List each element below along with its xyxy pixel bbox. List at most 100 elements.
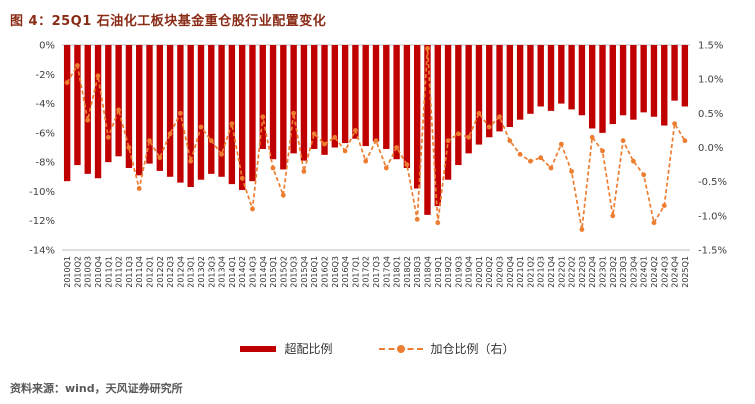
line-marker: [620, 138, 626, 144]
chart-area: 0% -2% -4% -6% -8% -10% -12% -14% 1.5% 1.0% 0.5% 0.…: [0, 35, 755, 315]
x-axis-label: 2018Q3: [413, 256, 422, 288]
line-marker: [538, 155, 544, 161]
line-marker: [167, 131, 173, 137]
line-marker: [497, 114, 502, 120]
bar: [125, 45, 133, 168]
x-axis-label: 2013Q3: [207, 256, 216, 288]
bar: [661, 45, 668, 126]
bar: [424, 45, 431, 215]
bar: [94, 45, 102, 179]
bar: [568, 45, 575, 110]
bar: [589, 45, 596, 129]
x-axis-label: 2014Q2: [238, 256, 247, 288]
x-axis-label: 2023Q2: [609, 256, 618, 288]
line-marker: [486, 124, 492, 130]
line-marker: [116, 107, 121, 113]
line-marker: [208, 138, 214, 144]
line-marker: [353, 128, 358, 133]
x-axis-label: 2011Q3: [125, 256, 134, 288]
x-axis-label: 2016Q2: [321, 256, 330, 288]
x-axis-label: 2021Q4: [547, 256, 556, 288]
x-axis-label: 2021Q3: [537, 256, 546, 288]
left-axis-tick: 0%: [39, 41, 55, 52]
x-axis-label: 2024Q3: [660, 256, 669, 288]
x-axis-label: 2021Q2: [526, 256, 535, 288]
line-marker: [95, 73, 101, 79]
bar: [599, 45, 606, 133]
x-axis-label: 2014Q1: [228, 256, 237, 288]
x-axis-label: 2012Q4: [176, 256, 185, 288]
line-marker: [548, 165, 554, 171]
line-marker: [260, 114, 266, 120]
right-axis-tick: 1.5%: [698, 41, 723, 52]
x-axis-label: 2015Q1: [269, 256, 278, 288]
bar: [537, 45, 544, 107]
legend-label-overweight: 超配比例: [284, 342, 333, 356]
line-marker: [589, 134, 595, 140]
line-marker: [476, 110, 482, 116]
x-axis-label: 2016Q4: [341, 256, 350, 288]
bar: [146, 45, 153, 164]
line-marker: [641, 172, 647, 178]
line-marker: [517, 151, 523, 157]
line-marker: [579, 227, 585, 232]
line-marker: [466, 134, 472, 140]
right-axis-tick: 0.0%: [698, 143, 723, 154]
line-marker: [311, 131, 317, 137]
line-marker: [610, 213, 616, 219]
line-marker: [373, 138, 379, 144]
line-marker: [75, 63, 80, 68]
x-axis-label: 2019Q3: [454, 256, 463, 288]
x-axis-label: 2015Q3: [290, 256, 299, 288]
bar: [208, 45, 215, 174]
bar: [681, 45, 689, 107]
x-axis-label: 2018Q4: [423, 256, 432, 288]
x-axis-label: 2023Q1: [598, 256, 607, 288]
x-axis-label: 2012Q2: [156, 256, 165, 288]
line-marker: [64, 80, 70, 85]
x-axis-label: 2022Q1: [557, 256, 566, 288]
bar: [413, 45, 421, 189]
left-axis-tick: -10%: [29, 187, 55, 198]
line-series-swatch: [378, 344, 423, 353]
x-axis-label: 2020Q4: [506, 256, 515, 288]
x-axis-label: 2011Q2: [115, 256, 124, 288]
line-marker: [229, 121, 235, 126]
left-axis-tick: -4%: [36, 99, 55, 110]
line-marker: [394, 145, 399, 150]
legend-item-overweight: 超配比例: [240, 340, 333, 357]
right-axis-tick: -1.0%: [698, 211, 727, 222]
bar: [105, 45, 112, 163]
x-axis-label: 2015Q2: [279, 256, 288, 288]
line-marker: [280, 192, 286, 198]
bar: [238, 45, 246, 190]
bar: [393, 45, 400, 160]
x-axis-label: 2022Q4: [588, 256, 597, 288]
x-axis-label: 2012Q3: [166, 256, 175, 288]
x-axis-label: 2010Q1: [63, 256, 72, 288]
x-axis-label: 2020Q1: [475, 256, 484, 288]
line-marker: [250, 206, 255, 212]
x-axis-label: 2012Q1: [146, 256, 155, 288]
bar: [506, 45, 514, 127]
combo-chart-canvas: 0% -2% -4% -6% -8% -10% -12% -14% 1.5% 1.0% 0.5% 0.…: [29, 41, 727, 288]
source-note: 资料来源：wind，天风证券研究所: [10, 382, 183, 395]
line-marker: [322, 141, 327, 147]
line-marker: [507, 138, 513, 144]
line-marker: [291, 110, 296, 116]
x-axis-label: 2017Q2: [362, 256, 371, 288]
line-marker-swatch: [396, 344, 405, 353]
x-axis-label: 2010Q2: [73, 256, 82, 288]
right-axis-tick: 1.0%: [698, 75, 723, 86]
line-marker: [661, 203, 667, 209]
line-marker: [342, 148, 348, 154]
line-marker: [682, 138, 688, 144]
bar: [187, 45, 194, 188]
bar: [74, 45, 81, 166]
bar: [558, 45, 565, 104]
line-marker: [414, 216, 420, 222]
x-axis-label: 2024Q1: [640, 256, 649, 288]
x-axis-label: 2014Q3: [248, 256, 257, 288]
bar: [671, 45, 678, 101]
line-marker: [600, 148, 605, 154]
